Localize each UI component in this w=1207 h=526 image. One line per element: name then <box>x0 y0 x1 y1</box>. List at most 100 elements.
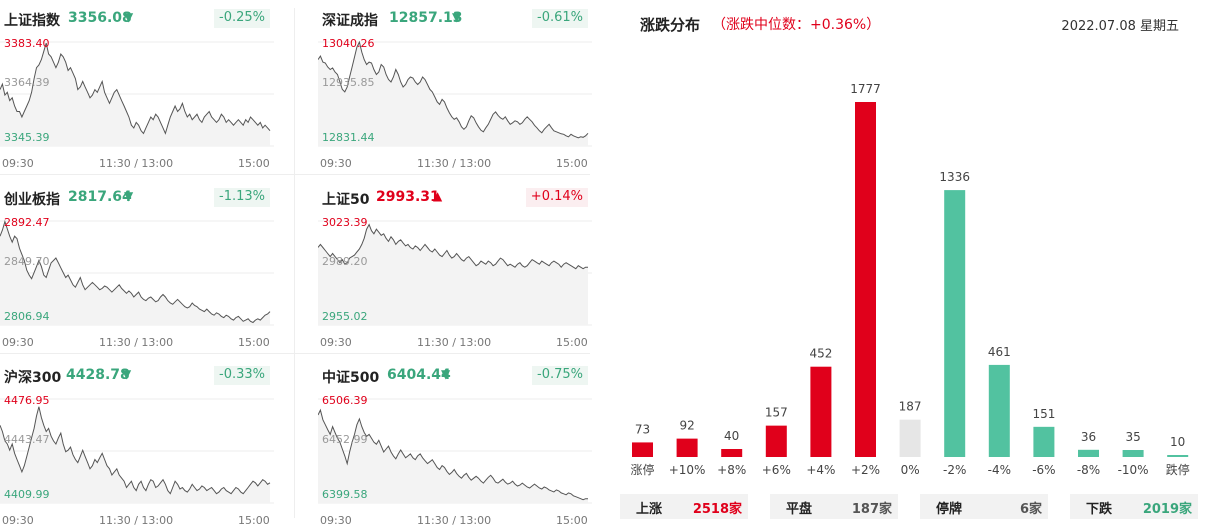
prev-close-label: 3364.39 <box>4 76 50 89</box>
intraday-line-chart <box>318 398 592 504</box>
stat-label: 下跌 <box>1086 502 1113 517</box>
price-line <box>318 40 589 139</box>
price-line <box>0 406 271 495</box>
index-value: 2993.31 <box>376 189 440 205</box>
bar <box>944 190 966 457</box>
stat-box: 下跌 2019家 <box>1070 494 1198 519</box>
median-change: （涨跌中位数：+0.36%） <box>712 17 881 33</box>
stat-label: 平盘 <box>786 502 813 517</box>
bar-value-label: 187 <box>899 400 922 414</box>
index-header: 中证500 6404.44 ▼ -0.75% <box>318 363 592 387</box>
index-value: 2817.64 <box>68 189 132 205</box>
bar <box>1122 450 1144 457</box>
price-area <box>0 221 270 325</box>
trade-date: 2022.07.08 星期五 <box>1061 19 1179 34</box>
index-card[interactable]: 沪深300 4428.78 ▼ -0.33% 4476.95 4443.47 4… <box>0 363 274 526</box>
x-tick-open: 09:30 <box>2 514 34 526</box>
bar-value-label: 40 <box>724 429 739 443</box>
bar <box>1033 426 1055 457</box>
bar <box>1078 449 1099 457</box>
index-header: 沪深300 4428.78 ▼ -0.33% <box>0 363 274 387</box>
category-tick-label: 0% <box>901 463 920 477</box>
index-card[interactable]: 上证50 2993.31 ▲ +0.14% 3023.39 2989.20 29… <box>318 185 592 355</box>
index-header: 深证成指 12857.13 ▼ -0.61% <box>318 6 592 30</box>
intraday-line-chart <box>0 219 274 326</box>
x-tick-midday: 11:30 / 13:00 <box>99 157 174 170</box>
bar-value-label: 151 <box>1032 407 1055 421</box>
index-card[interactable]: 上证指数 3356.08 ▼ -0.25% 3383.40 3364.39 33… <box>0 6 274 176</box>
high-price-label: 4476.95 <box>4 394 50 407</box>
bar <box>855 102 876 457</box>
x-tick-open: 09:30 <box>320 336 352 349</box>
bar-value-label: 157 <box>765 406 788 420</box>
low-price-label: 12831.44 <box>322 131 375 144</box>
bar-value-label: 461 <box>988 345 1011 359</box>
stat-value: 2518家 <box>692 502 742 517</box>
index-card[interactable]: 创业板指 2817.64 ▼ -1.13% 2892.47 2849.70 28… <box>0 185 274 355</box>
bar <box>988 364 1010 457</box>
index-card[interactable]: 中证500 6404.44 ▼ -0.75% 6506.39 6452.99 6… <box>318 363 592 526</box>
bar-value-label: 1336 <box>939 170 970 184</box>
index-header: 上证50 2993.31 ▲ +0.14% <box>318 185 592 209</box>
category-tick-label: +8% <box>717 463 746 477</box>
index-name: 上证50 <box>322 192 370 208</box>
category-tick-label: -10% <box>1118 463 1149 477</box>
x-tick-midday: 11:30 / 13:00 <box>417 514 492 526</box>
intraday-line-chart <box>318 220 592 326</box>
index-name: 创业板指 <box>4 192 60 208</box>
bar-value-label: 73 <box>635 422 650 436</box>
price-line <box>0 42 271 135</box>
bar-value-label: 92 <box>679 419 694 433</box>
category-tick-label: 涨停 <box>630 462 654 477</box>
low-price-label: 3345.39 <box>4 131 50 144</box>
bar <box>765 425 787 457</box>
index-name: 中证500 <box>322 370 380 386</box>
arrow-down-icon: ▼ <box>452 10 462 24</box>
price-line <box>0 219 271 324</box>
category-tick-label: +2% <box>851 463 880 477</box>
bar <box>721 449 743 457</box>
x-tick-midday: 11:30 / 13:00 <box>99 336 174 349</box>
price-area <box>318 410 588 503</box>
category-tick-label: 跌停 <box>1166 462 1190 477</box>
low-price-label: 2955.02 <box>322 310 368 323</box>
x-tick-open: 09:30 <box>2 157 34 170</box>
x-tick-close: 15:00 <box>238 157 270 170</box>
x-tick-open: 09:30 <box>320 514 352 526</box>
intraday-line-chart <box>0 398 274 504</box>
bar-value-label: 1777 <box>850 82 881 96</box>
x-tick-close: 15:00 <box>238 514 270 526</box>
stat-value: 187家 <box>851 502 892 517</box>
x-tick-close: 15:00 <box>556 514 588 526</box>
stat-box: 上涨 2518家 <box>620 494 748 519</box>
index-card[interactable]: 深证成指 12857.13 ▼ -0.61% 13040.26 12935.85… <box>318 6 592 176</box>
x-tick-open: 09:30 <box>320 157 352 170</box>
arrow-down-icon: ▼ <box>441 367 451 381</box>
index-header: 创业板指 2817.64 ▼ -1.13% <box>0 185 274 209</box>
prev-close-label: 6452.99 <box>322 433 368 446</box>
prev-close-label: 2989.20 <box>322 255 368 268</box>
high-price-label: 6506.39 <box>322 394 368 407</box>
x-tick-close: 15:00 <box>238 336 270 349</box>
change-badge: -0.61% <box>532 9 588 28</box>
category-tick-label: -8% <box>1077 463 1100 477</box>
category-tick-label: +6% <box>762 463 791 477</box>
row-divider <box>0 353 590 354</box>
distribution-title: 涨跌分布 <box>640 16 701 34</box>
category-tick-label: -2% <box>943 463 966 477</box>
index-name: 上证指数 <box>4 13 60 29</box>
high-price-label: 13040.26 <box>322 37 375 50</box>
bar-value-label: 35 <box>1125 430 1140 444</box>
bar <box>810 366 832 457</box>
column-divider <box>294 8 295 518</box>
price-area <box>318 42 588 146</box>
category-tick-label: +10% <box>669 463 706 477</box>
price-area <box>0 406 270 503</box>
x-tick-midday: 11:30 / 13:00 <box>99 514 174 526</box>
prev-close-label: 2849.70 <box>4 255 50 268</box>
low-price-label: 4409.99 <box>4 488 50 501</box>
index-name: 沪深300 <box>4 370 62 386</box>
intraday-line-chart <box>0 41 274 147</box>
price-line <box>318 408 588 501</box>
index-value: 6404.44 <box>387 367 451 383</box>
